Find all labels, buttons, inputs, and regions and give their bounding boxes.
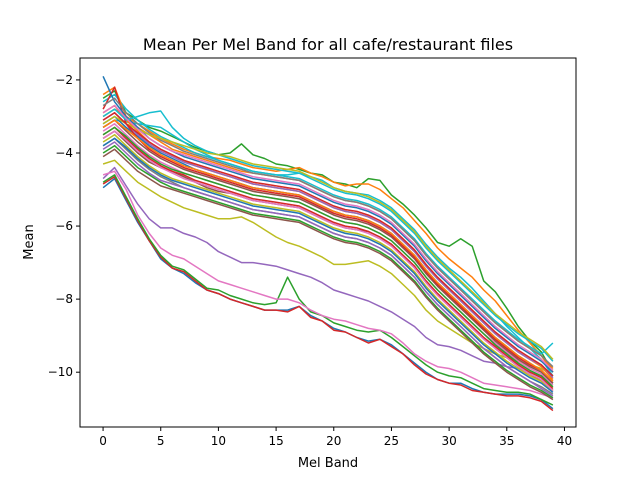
x-tick-label: 0 xyxy=(99,434,107,448)
series-line-28 xyxy=(102,115,554,360)
series-line-9 xyxy=(102,119,554,377)
series-line-17 xyxy=(102,133,554,392)
series-line-18 xyxy=(102,93,554,355)
y-tick-label: −6 xyxy=(55,219,73,233)
series-line-24 xyxy=(102,141,554,397)
y-tick-label: −10 xyxy=(48,365,73,379)
x-tick-label: 20 xyxy=(326,434,341,448)
x-tick-label: 35 xyxy=(499,434,514,448)
series-line-8 xyxy=(102,108,554,373)
series-line-25 xyxy=(102,97,554,368)
series-line-14 xyxy=(102,126,554,390)
series-line-19 xyxy=(102,144,554,399)
y-tick-label: −2 xyxy=(55,73,73,87)
series-line-27 xyxy=(102,108,554,362)
x-tick-label: 25 xyxy=(384,434,399,448)
y-tick-label: −8 xyxy=(55,292,73,306)
series-line-5 xyxy=(102,170,554,399)
plot-area xyxy=(102,75,554,412)
x-tick-label: 15 xyxy=(268,434,283,448)
series-line-15 xyxy=(102,112,554,379)
axes-frame xyxy=(79,57,577,428)
series-line-31 xyxy=(102,119,554,382)
x-axis: 0 5 10 15 20 25 30 35 40 xyxy=(99,427,572,448)
series-line-4 xyxy=(102,166,554,384)
series-line-29 xyxy=(102,148,554,401)
x-axis-label: Mel Band xyxy=(298,456,358,471)
series-line-7 xyxy=(102,90,554,373)
y-tick-label: −4 xyxy=(55,146,73,160)
y-axis: −10 −8 −6 −4 −2 xyxy=(48,73,80,379)
series-line-32 xyxy=(102,137,554,393)
x-tick-label: 10 xyxy=(211,434,226,448)
series-line-30 xyxy=(102,126,554,388)
series-line-33 xyxy=(102,112,554,377)
x-tick-label: 40 xyxy=(557,434,572,448)
y-axis-label: Mean xyxy=(22,224,37,259)
series-line-23 xyxy=(102,75,554,373)
x-tick-label: 30 xyxy=(441,434,456,448)
series-line-22 xyxy=(102,86,554,382)
x-tick-label: 5 xyxy=(157,434,165,448)
series-line-20 xyxy=(102,119,554,384)
series-line-3 xyxy=(102,174,554,406)
series-line-34 xyxy=(102,104,554,371)
series-line-26 xyxy=(102,130,554,392)
chart-title: Mean Per Mel Band for all cafe/restauran… xyxy=(143,35,513,54)
series-line-2 xyxy=(102,175,554,412)
